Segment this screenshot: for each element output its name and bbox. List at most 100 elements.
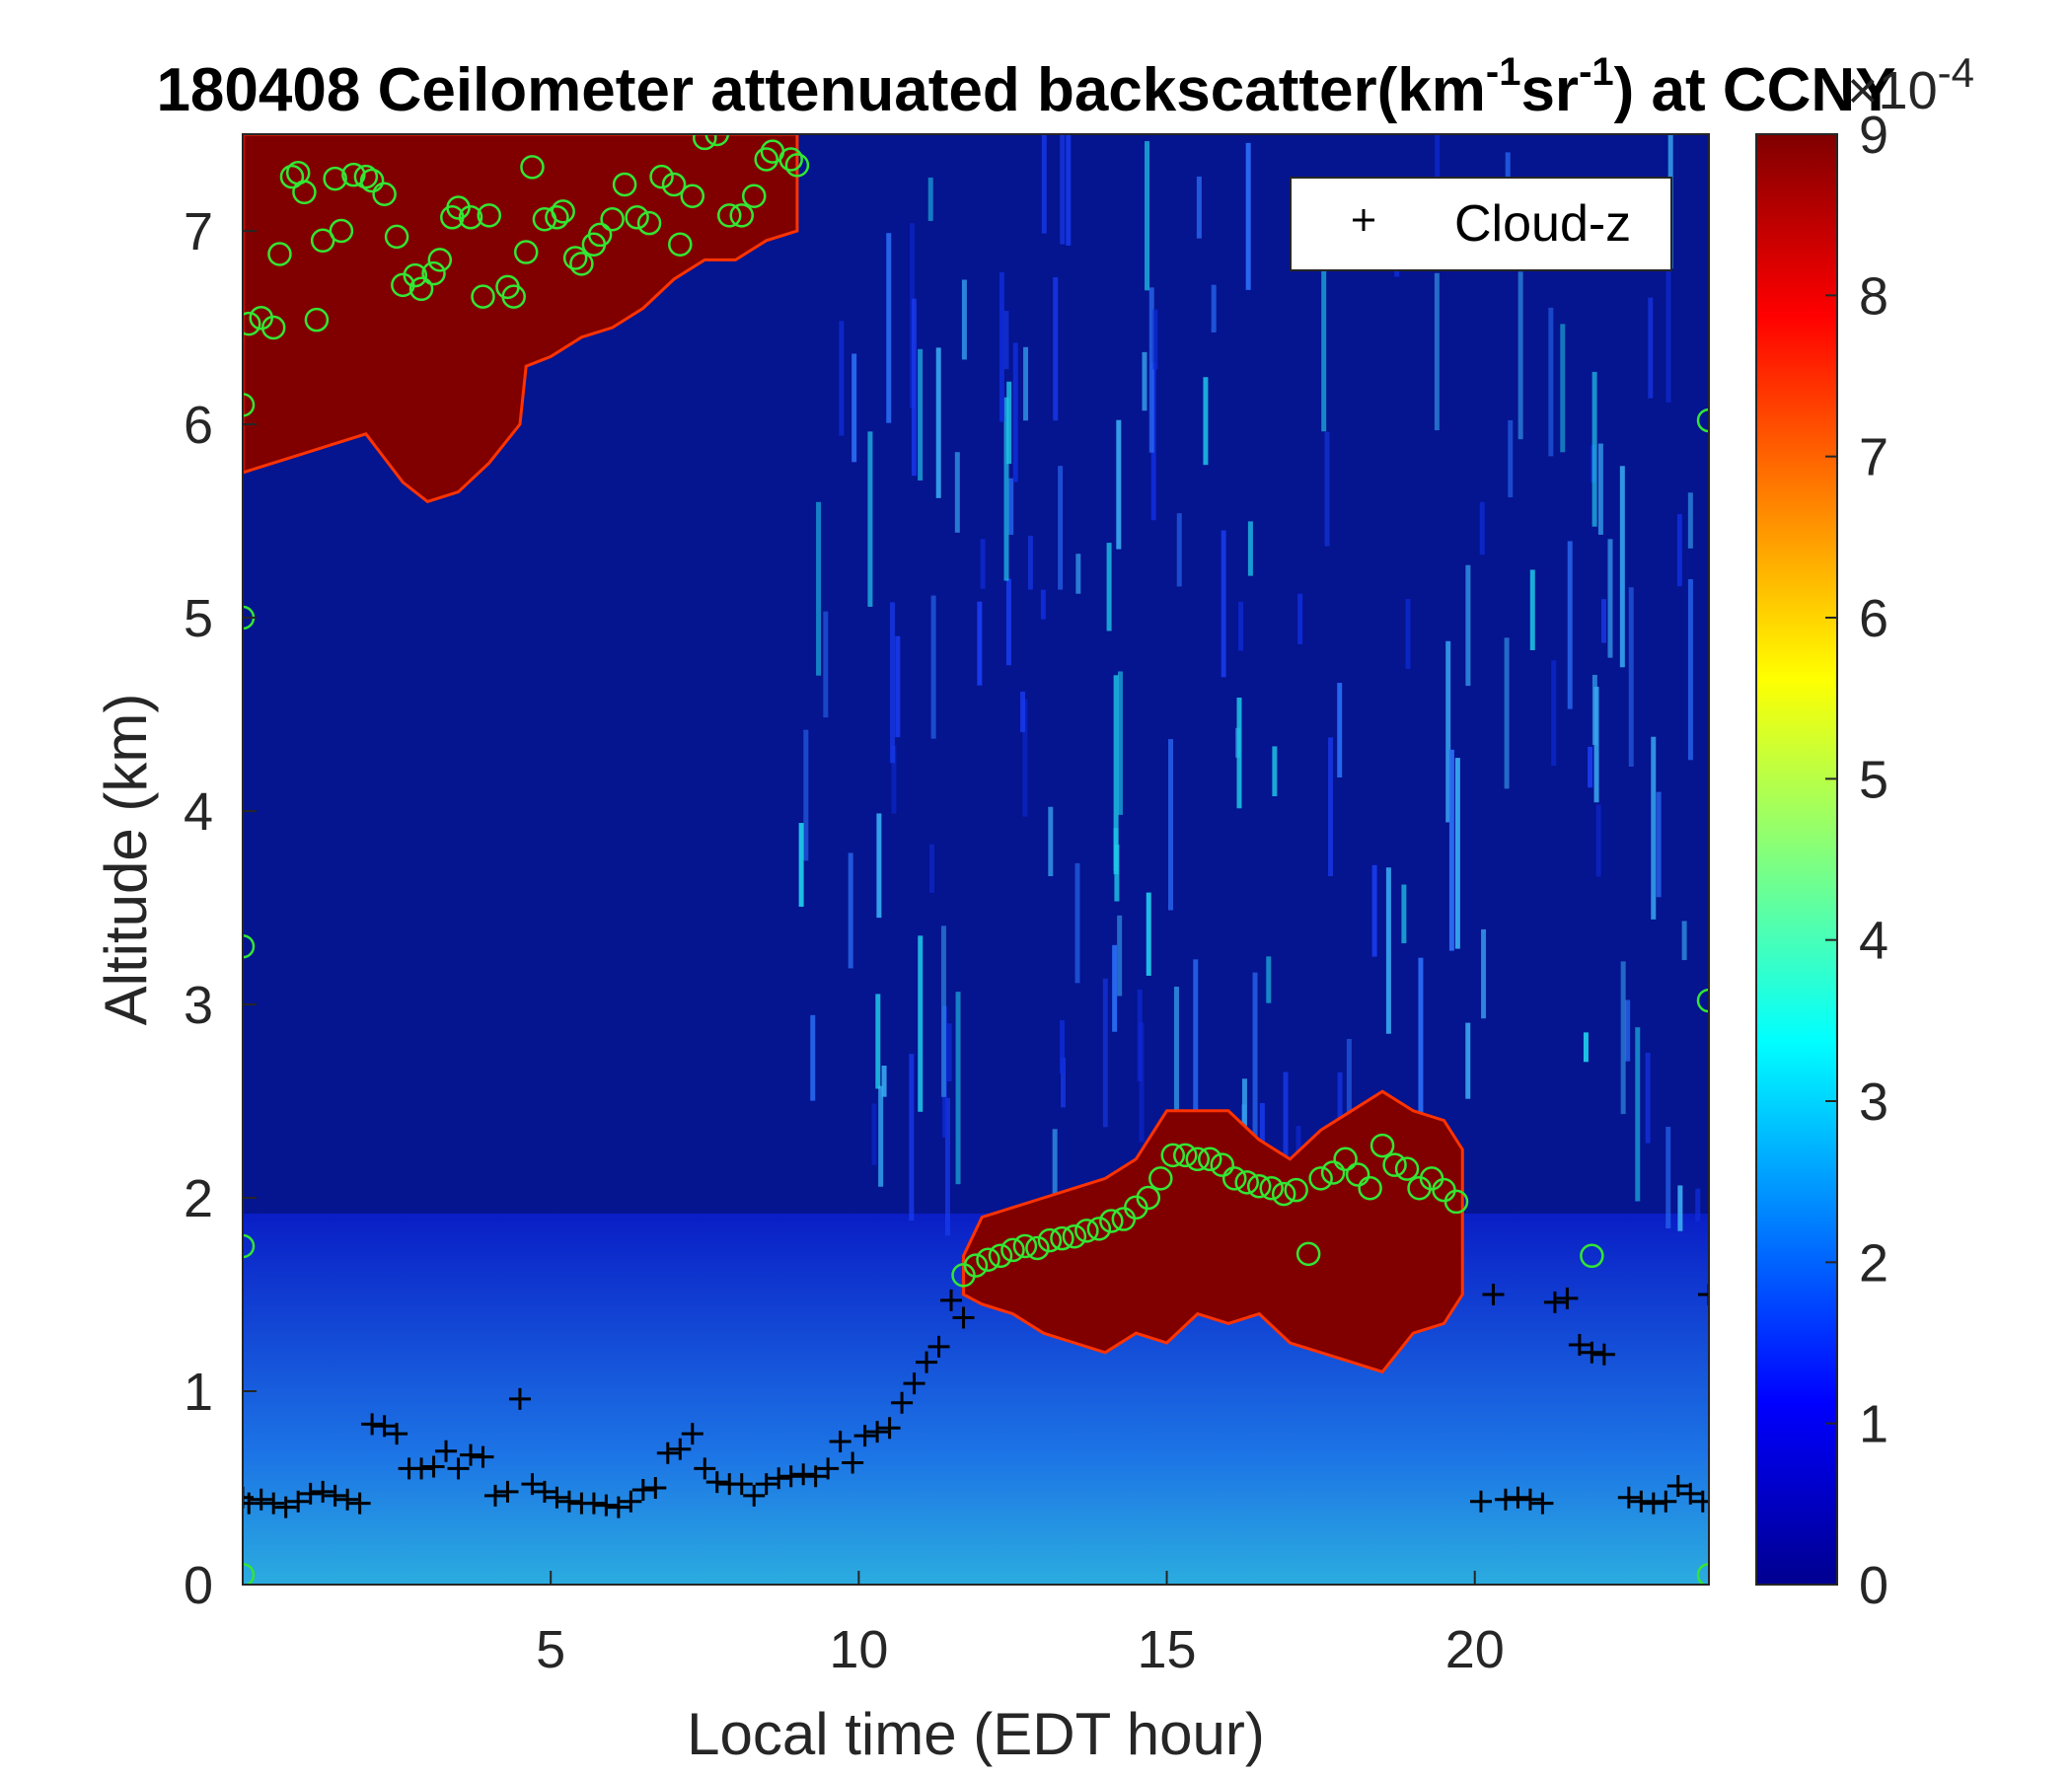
colorbar-tick-label: 8: [1859, 266, 1888, 326]
pbl-circle: [408, 276, 434, 302]
aerosol-streak: [1139, 1022, 1145, 1143]
pbl-circle: [562, 246, 588, 270]
cloud-z-marker: [1630, 1490, 1653, 1513]
aerosol-streak: [1321, 234, 1327, 432]
pbl-circle: [976, 1247, 1000, 1272]
cloud-z-marker: [927, 1335, 950, 1358]
aerosol-streak: [1266, 956, 1272, 1003]
pbl-circle: [353, 164, 379, 189]
aerosol-streak: [1221, 530, 1226, 678]
pbl-circle: [513, 240, 539, 264]
pbl-circle: [1443, 1189, 1469, 1215]
y-tick-label: 1: [184, 1363, 213, 1422]
aerosol-streak: [1117, 671, 1123, 815]
cloud-z-marker: [508, 1387, 531, 1410]
aerosol-streak: [1060, 1019, 1066, 1074]
pbl-circle: [1000, 1237, 1025, 1263]
aerosol-streak: [1066, 134, 1072, 246]
pbl-circle: [477, 203, 501, 228]
aerosol-streak: [1297, 593, 1303, 644]
aerosol-streak: [1193, 959, 1199, 1158]
cloud-z-marker: [940, 1289, 963, 1311]
pbl-circle: [1394, 1156, 1420, 1181]
aerosol-streak: [1665, 1127, 1671, 1228]
cloud-z-marker: [607, 1496, 629, 1518]
aerosol-streak: [1665, 211, 1671, 403]
aerosol-streak: [1041, 134, 1047, 234]
pbl-circle: [1148, 1166, 1173, 1191]
pbl-circle: [1074, 1219, 1099, 1243]
aerosol-streak: [1019, 691, 1025, 733]
pbl-circle: [1086, 1217, 1112, 1241]
cloud-z-marker: [299, 1482, 322, 1505]
cloud-z-marker: [1679, 1482, 1702, 1505]
cloud-z-marker: [1698, 1284, 1709, 1305]
aerosol-streak: [1445, 640, 1451, 823]
aerosol-streak: [1146, 892, 1151, 976]
pbl-circle: [421, 260, 446, 286]
aerosol-streak: [1003, 397, 1009, 581]
pbl-circle: [988, 1243, 1013, 1269]
aerosol-streak: [1148, 287, 1154, 453]
aerosol-streak: [1504, 637, 1510, 789]
colorbar-tick-label: 6: [1859, 589, 1888, 648]
pbl-circle: [551, 199, 575, 224]
aerosol-streak: [1008, 478, 1014, 535]
aerosol-streak: [1687, 579, 1693, 761]
pbl-circle: [545, 205, 569, 230]
aerosol-streak: [911, 298, 917, 477]
aerosol-streak: [1113, 675, 1119, 875]
y-tick-label: 6: [184, 396, 213, 455]
aerosol-streak: [1601, 599, 1607, 643]
cloud-z-marker: [287, 1490, 310, 1513]
aerosol-streak: [1385, 867, 1391, 1034]
cloud-z-marker: [853, 1425, 876, 1447]
pbl-circle: [612, 172, 637, 197]
aerosol-streak: [1628, 587, 1634, 768]
aerosol-streak: [1168, 739, 1174, 911]
aerosol-streak: [918, 348, 924, 481]
cloud-z-marker: [656, 1442, 679, 1464]
aerosol-streak: [1075, 554, 1081, 594]
cloud-z-marker: [916, 1351, 938, 1373]
x-tick-label: 5: [536, 1620, 565, 1679]
pbl-circle: [427, 248, 453, 272]
pbl-circle: [1295, 1241, 1321, 1267]
colorbar-tick-label: 3: [1859, 1073, 1888, 1132]
pbl-circle: [1221, 1166, 1247, 1191]
pbl-circle: [1259, 1175, 1284, 1201]
aerosol-streak: [955, 992, 961, 1185]
colorbar-ticks: 0 1 2 3 4 5 6 7 8 9: [1825, 106, 1888, 1615]
aerosol-streak: [1593, 687, 1599, 803]
aerosol-streak: [1648, 297, 1654, 399]
colorbar-gradient: [1755, 133, 1838, 1586]
aerosol-streak: [1481, 928, 1487, 1019]
pbl-circle: [1136, 1185, 1161, 1211]
aerosol-streak: [1591, 371, 1597, 527]
cloud-z-marker: [1691, 1490, 1709, 1513]
aerosol-streak: [961, 279, 967, 360]
pbl-circle: [717, 203, 742, 228]
cloud-z-marker: [521, 1473, 544, 1496]
legend-box: [1290, 177, 1672, 271]
pbl-circle: [741, 184, 767, 208]
cloud-z-marker: [1592, 1343, 1615, 1366]
pbl-circle: [1210, 1152, 1234, 1177]
aerosol-streak: [1465, 1022, 1471, 1099]
aerosol-streak: [930, 595, 936, 739]
pbl-circle: [329, 218, 354, 244]
aerosol-streak: [1272, 746, 1278, 797]
aerosol-streak: [867, 431, 873, 607]
cloud-z-marker: [422, 1455, 445, 1478]
pbl-circle: [704, 134, 730, 147]
aerosol-streak: [875, 994, 881, 1089]
pbl-circle: [1345, 1162, 1370, 1187]
cloud-z-marker: [829, 1430, 851, 1452]
cloud-z-marker: [1655, 1490, 1677, 1513]
cloud-z-marker: [804, 1465, 827, 1488]
aerosol-streak: [1676, 514, 1682, 587]
aerosol-streak: [1560, 324, 1566, 453]
cloud-z-marker: [1507, 1486, 1529, 1509]
x-tick-label: 10: [829, 1620, 888, 1679]
aerosol-streak: [1418, 957, 1424, 1116]
